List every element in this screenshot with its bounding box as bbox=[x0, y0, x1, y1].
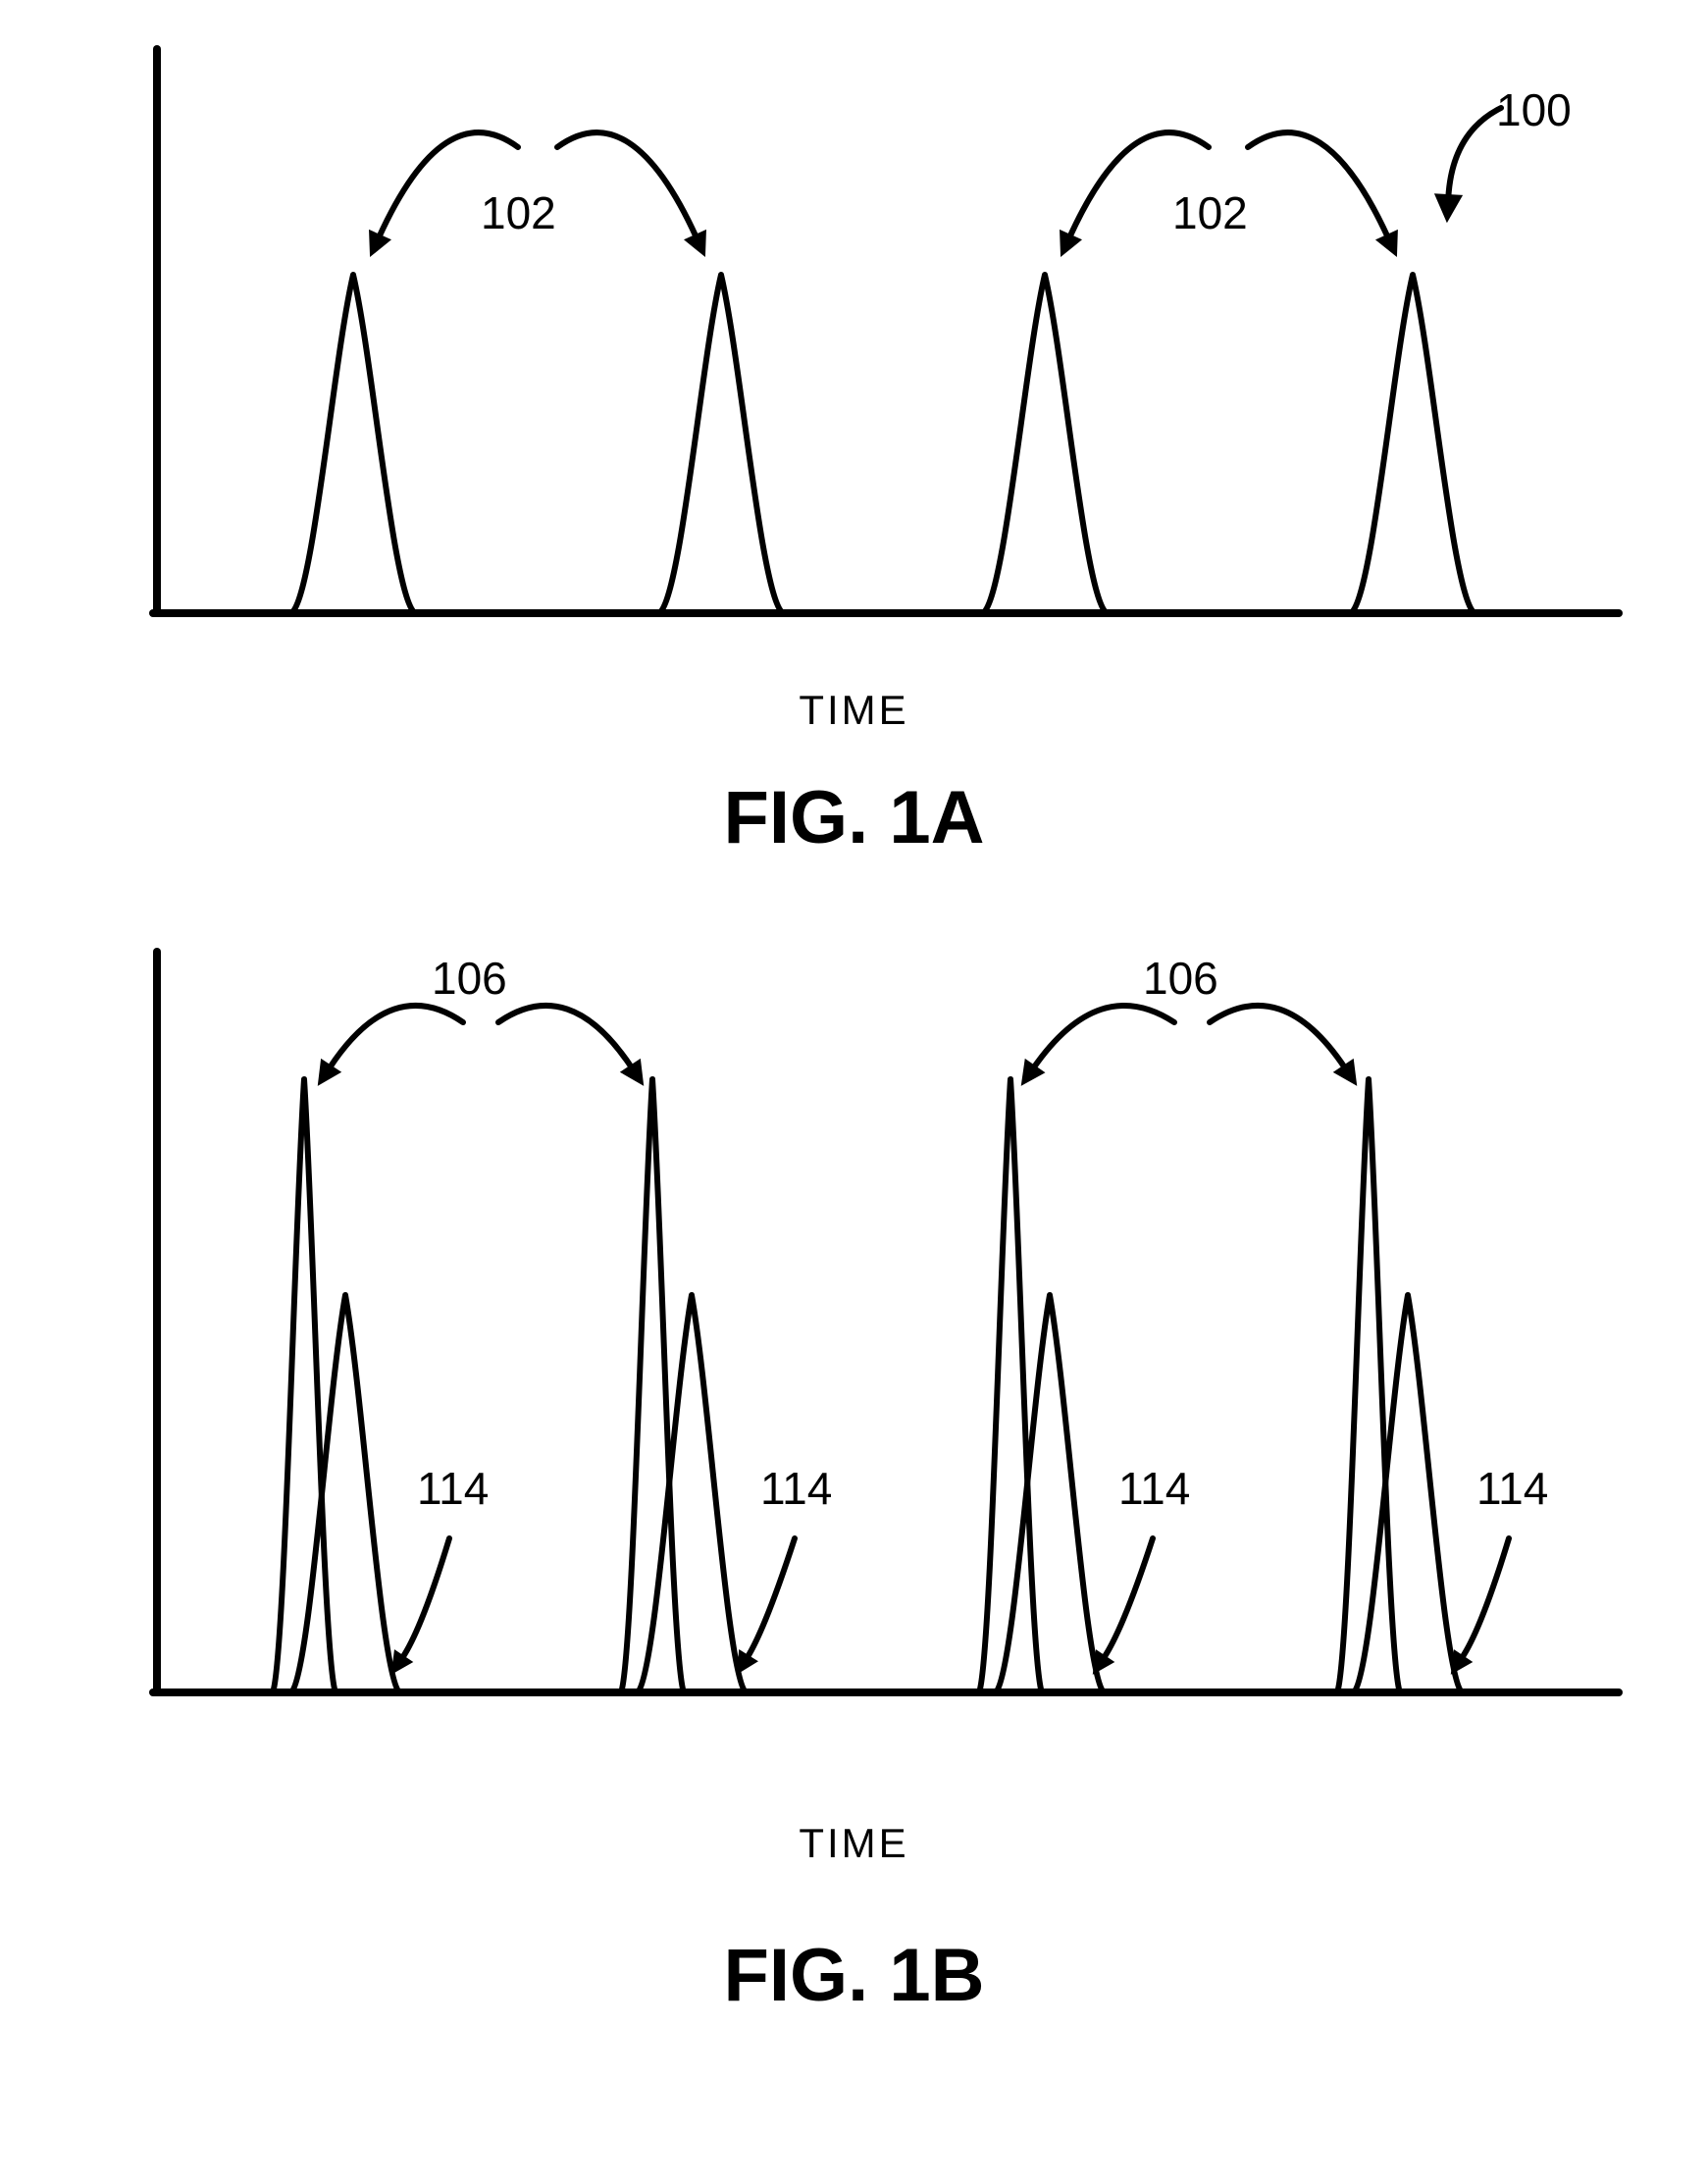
fig-1a-plot bbox=[118, 39, 1629, 667]
fig1b-callout-114-1: 114 bbox=[760, 1462, 832, 1515]
fig1b-callout-106-0: 106 bbox=[432, 952, 507, 1005]
fig1a-callout-100: 100 bbox=[1496, 83, 1572, 136]
fig1a-callout-102-1: 102 bbox=[1172, 186, 1248, 239]
fig1a-xaxis-label: TIME bbox=[0, 687, 1708, 734]
fig1a-callout-102-0: 102 bbox=[481, 186, 556, 239]
fig1b-callout-114-3: 114 bbox=[1476, 1462, 1548, 1515]
fig1b-callout-114-0: 114 bbox=[417, 1462, 489, 1515]
fig-1b-plot bbox=[118, 942, 1629, 1746]
fig1b-xaxis-label: TIME bbox=[0, 1820, 1708, 1867]
fig1b-title: FIG. 1B bbox=[0, 1933, 1708, 2018]
fig1a-title: FIG. 1A bbox=[0, 775, 1708, 860]
fig1b-callout-106-1: 106 bbox=[1143, 952, 1218, 1005]
fig1b-callout-114-2: 114 bbox=[1118, 1462, 1190, 1515]
